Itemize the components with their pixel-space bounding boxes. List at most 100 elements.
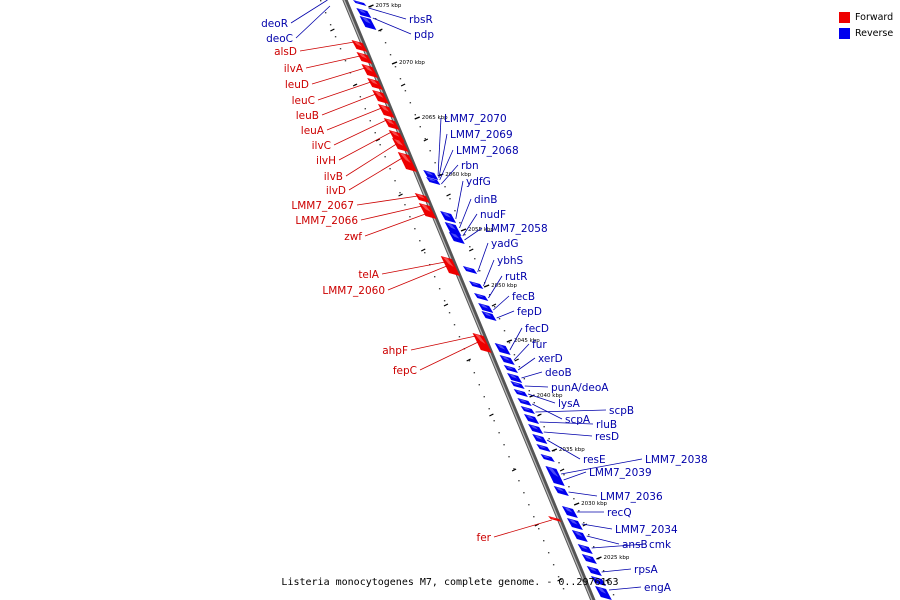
label-leader-line	[543, 431, 593, 437]
guide-dot	[488, 408, 490, 410]
forward-gene-block-shade	[550, 517, 557, 520]
guide-dot	[414, 114, 417, 116]
guide-dot	[424, 138, 426, 140]
gene-label: deoC	[266, 33, 293, 45]
label-leader-line	[441, 164, 459, 185]
guide-dot	[434, 162, 436, 164]
label-leader-line	[493, 519, 552, 538]
reverse-gene-block-shade	[450, 233, 460, 239]
minor-tick	[466, 358, 471, 362]
label-leader-line	[496, 310, 515, 319]
kbp-tick	[596, 556, 602, 560]
guide-dot	[464, 234, 466, 236]
guide-dot	[374, 132, 376, 134]
guide-dot	[399, 192, 401, 194]
guide-dot	[498, 432, 500, 434]
gene-label: ilvD	[326, 185, 346, 197]
reverse-gene-block	[577, 544, 593, 554]
gene-label: ilvC	[312, 140, 331, 152]
gene-label: leuD	[285, 79, 309, 91]
guide-dot	[374, 18, 377, 20]
gene-label: rbn	[461, 160, 479, 172]
gene-label: recQ	[607, 507, 632, 519]
reverse-gene-block-shade	[525, 415, 534, 420]
reverse-gene-block	[586, 566, 602, 576]
genome-backbone	[342, 0, 596, 600]
forward-gene-block-shade	[390, 131, 400, 137]
reverse-gene-block-shade	[471, 282, 479, 286]
guide-dot	[607, 582, 610, 584]
reverse-gene-block	[359, 16, 377, 30]
gene-label: LMM7_2066	[295, 215, 358, 227]
forward-gene-block	[372, 90, 389, 104]
label-leader-line	[459, 198, 472, 229]
kbp-tick-label: 2035 kbp	[559, 447, 585, 453]
guide-dot	[443, 300, 446, 302]
gene-label: ahpF	[382, 345, 408, 357]
reverse-gene-block	[595, 586, 612, 600]
gene-label: dinB	[474, 194, 497, 206]
reverse-gene-block-shade	[361, 17, 371, 24]
gene-label: LMM7_2060	[322, 285, 385, 297]
label-leader-line	[483, 259, 495, 287]
reverse-gene-block-shade	[568, 519, 578, 525]
guide-dot	[458, 336, 461, 338]
guide-dot	[479, 270, 481, 272]
minor-tick	[468, 248, 474, 252]
reverse-gene-block	[571, 530, 588, 542]
gene-label: xerD	[538, 353, 563, 365]
guide-dot	[602, 570, 605, 572]
label-leader-line	[462, 213, 478, 237]
guide-dot	[547, 552, 550, 554]
reverse-gene-block	[566, 518, 583, 530]
label-leader-line	[333, 119, 387, 146]
kbp-tick	[368, 4, 374, 8]
reverse-gene-block	[553, 486, 569, 496]
gene-label: fur	[532, 339, 547, 351]
label-leader-line	[581, 523, 613, 530]
minor-tick	[420, 248, 426, 252]
reverse-gene-block-shade	[446, 223, 456, 230]
reverse-gene-block	[545, 466, 565, 486]
label-leader-line	[464, 227, 483, 241]
label-leader-line	[311, 67, 366, 85]
kbp-tick	[391, 61, 398, 65]
gene-label: nudF	[480, 209, 506, 221]
forward-gene-block-shade	[358, 53, 368, 59]
guide-dot	[498, 318, 501, 320]
guide-dot	[533, 516, 535, 518]
kbp-tick	[460, 228, 467, 232]
gene-label: LMM7_2067	[291, 200, 354, 212]
label-leader-line	[372, 17, 412, 35]
reverse-gene-block	[494, 343, 511, 355]
forward-gene-block-shade	[393, 139, 404, 146]
forward-gene-block-shade	[363, 65, 373, 72]
guide-dot	[409, 102, 412, 104]
label-leader-line	[437, 117, 442, 177]
guide-dot	[448, 312, 451, 314]
guide-dot	[593, 546, 595, 548]
label-leader-line	[305, 55, 361, 69]
gene-label: cmk	[649, 539, 672, 551]
reverse-gene-block	[561, 506, 578, 518]
guide-dot	[453, 324, 456, 326]
gene-label: scpB	[609, 405, 634, 417]
gene-label: fer	[477, 532, 492, 544]
reverse-gene-block-shade	[515, 390, 524, 394]
gene-label: leuB	[296, 110, 319, 122]
forward-gene-block-shade	[474, 334, 486, 344]
minor-tick	[400, 83, 406, 87]
reverse-gene-block-shade	[592, 577, 601, 582]
legend: Forward Reverse	[839, 9, 893, 41]
gene-label: LMM7_2058	[485, 223, 548, 235]
gene-label: LMM7_2038	[645, 454, 708, 466]
label-leader-line	[438, 133, 448, 179]
gene-label: resD	[595, 431, 619, 443]
reverse-gene-block-shade	[597, 587, 607, 594]
reverse-gene-block-shade	[483, 312, 492, 317]
reverse-gene-block-shade	[534, 435, 543, 440]
minor-tick	[446, 193, 451, 197]
guide-dot	[384, 42, 387, 44]
reverse-gene-block	[513, 389, 528, 397]
label-leader-line	[455, 180, 464, 220]
